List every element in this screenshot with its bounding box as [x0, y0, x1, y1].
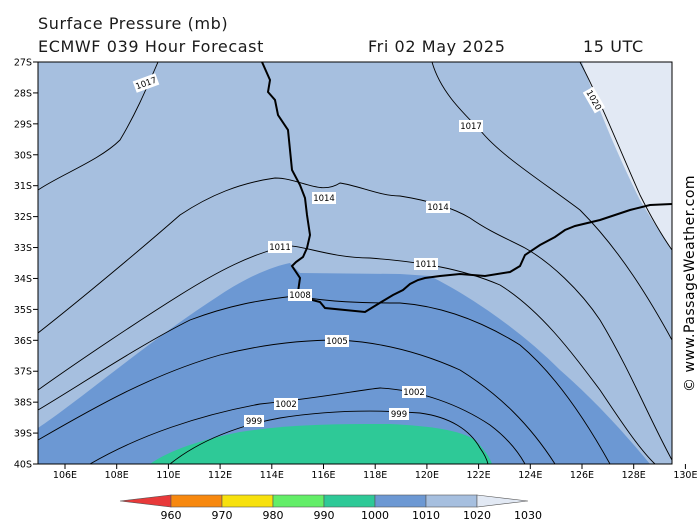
svg-text:1008: 1008 [289, 291, 311, 301]
latitude-label: 28S [14, 88, 32, 99]
isobar-label: 1002 [274, 398, 298, 410]
svg-text:1002: 1002 [275, 400, 297, 410]
colorbar-swatch [170, 494, 223, 508]
forecast-model: ECMWF 039 Hour Forecast [38, 37, 264, 56]
isobar-label: 1017 [459, 120, 483, 132]
longitude-label: 122E [467, 470, 491, 481]
pressure-fill-bands [38, 62, 672, 464]
map-title: Surface Pressure (mb) [38, 14, 229, 33]
latitude-label: 38S [14, 398, 32, 409]
colorbar-label: 970 [212, 509, 233, 522]
isobar-label-group: 1017 1017 1020 1014 1014 1011 1011 1008 … [132, 73, 606, 427]
colorbar-swatch [323, 494, 376, 508]
longitude-label: 110E [156, 470, 180, 481]
isobar-1011 [38, 245, 656, 464]
latitude-label: 40S [14, 460, 32, 471]
colorbar-label: 960 [161, 509, 182, 522]
colorbar-swatch [272, 494, 325, 508]
longitude-label: 118E [363, 470, 387, 481]
longitude-label: 120E [415, 470, 439, 481]
forecast-date: Fri 02 May 2025 [368, 37, 506, 56]
forecast-time: 15 UTC [583, 37, 644, 56]
latitude-label: 34S [14, 274, 32, 285]
band-990-1000 [150, 424, 492, 464]
colorbar-label: 1030 [514, 509, 542, 522]
colorbar-swatch [425, 494, 478, 508]
latitude-label: 33S [14, 243, 32, 254]
site-credit: © www.PassageWeather.com [682, 175, 698, 392]
colorbar-label: 1020 [463, 509, 491, 522]
isobar-1008 [38, 295, 611, 464]
australia-coast [261, 62, 672, 314]
colorbar-label: 980 [263, 509, 284, 522]
colorbar-label: 1010 [412, 509, 440, 522]
svg-text:1002: 1002 [403, 388, 425, 398]
svg-text:1005: 1005 [326, 337, 348, 347]
latitude-label: 31S [14, 181, 32, 192]
isobar-label: 1005 [325, 335, 349, 347]
band-1000-1010 [38, 263, 650, 464]
colorbar-swatch [476, 494, 529, 508]
isobar-1002 [89, 387, 526, 464]
plot-frame [37, 61, 673, 465]
colorbar-label: 1000 [361, 509, 389, 522]
isobar-label: 1011 [268, 241, 292, 253]
longitude-label: 116E [311, 470, 335, 481]
longitude-label: 128E [622, 470, 646, 481]
isobar-1017-east [431, 62, 672, 341]
longitude-axis: 106E 108E 110E 112E 114E 116E 118E 120E 122E 124E… [53, 464, 697, 481]
colorbar-swatch [374, 494, 427, 508]
latitude-label: 32S [14, 212, 32, 223]
svg-text:1014: 1014 [427, 203, 449, 213]
isobar-label: 1002 [402, 386, 426, 398]
isobar-label: 1014 [312, 192, 336, 204]
latitude-label: 39S [14, 429, 32, 440]
svg-text:999: 999 [246, 417, 262, 427]
latitude-axis: 27S 28S 29S 30S 31S 32S 33S 34S 35S 36S 37S 38S 39S 4… [14, 58, 38, 471]
svg-text:1011: 1011 [415, 260, 437, 270]
colorbar-label: 990 [314, 509, 335, 522]
isobar-label: 1008 [288, 289, 312, 301]
isobar-label: 999 [244, 415, 264, 427]
longitude-label: 106E [53, 470, 77, 481]
svg-text:999: 999 [391, 410, 407, 420]
isobar-label: 1011 [414, 258, 438, 270]
pressure-colorbar: 960 970 980 990 1000 1010 1020 1030 [119, 494, 542, 522]
colorbar-swatch [119, 494, 172, 508]
latitude-label: 29S [14, 119, 32, 130]
longitude-label: 126E [570, 470, 594, 481]
latitude-label: 30S [14, 150, 32, 161]
longitude-label: 108E [105, 470, 129, 481]
colorbar-swatch [221, 494, 274, 508]
coastline [261, 62, 672, 314]
latitude-label: 36S [14, 336, 32, 347]
svg-text:1014: 1014 [313, 194, 335, 204]
longitude-label: 112E [208, 470, 232, 481]
isobar-1014 [38, 177, 672, 461]
longitude-label: 124E [518, 470, 542, 481]
svg-text:1011: 1011 [269, 243, 291, 253]
isobar-label: 999 [389, 408, 409, 420]
latitude-label: 35S [14, 305, 32, 316]
band-1020-1030 [582, 62, 672, 250]
svg-text:1017: 1017 [460, 122, 482, 132]
longitude-label: 130E [673, 470, 697, 481]
latitude-label: 27S [14, 58, 32, 69]
longitude-label: 114E [260, 470, 284, 481]
latitude-label: 37S [14, 367, 32, 378]
isobar-label: 1014 [426, 201, 450, 213]
